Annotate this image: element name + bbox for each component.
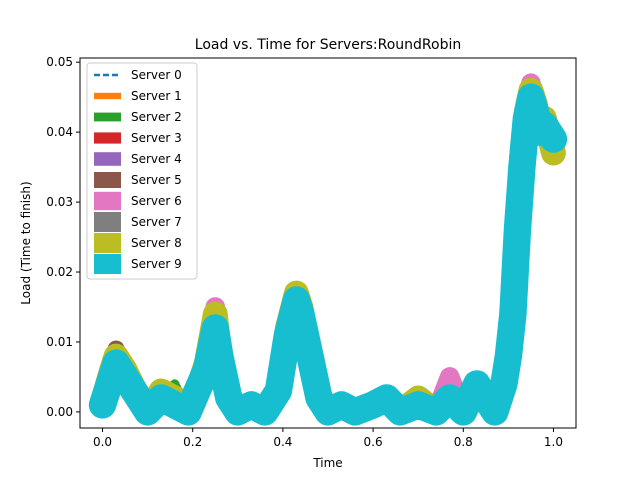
legend-label: Server 3 — [131, 131, 182, 145]
y-tick-label: 0.05 — [46, 55, 73, 69]
legend-label: Server 0 — [131, 68, 182, 82]
y-axis: 0.00 0.01 0.02 0.03 0.04 0.05 — [46, 55, 80, 419]
x-tick-label: 0.2 — [183, 435, 202, 449]
legend-swatch — [94, 212, 121, 232]
y-tick-label: 0.00 — [46, 405, 73, 419]
y-tick-label: 0.01 — [46, 335, 73, 349]
x-tick-label: 0.0 — [93, 435, 112, 449]
x-tick-label: 1.0 — [544, 435, 563, 449]
series-line-9 — [88, 83, 568, 426]
chart-title: Load vs. Time for Servers:RoundRobin — [195, 37, 461, 53]
legend-label: Server 8 — [131, 236, 182, 250]
legend: Server 0 Server 1 Server 2 Server 3 Server 4… — [86, 62, 198, 280]
legend-swatch — [94, 132, 121, 144]
legend-label: Server 1 — [131, 89, 182, 103]
x-tick-label: 0.8 — [454, 435, 473, 449]
legend-swatch — [94, 112, 121, 122]
plot-area — [88, 73, 568, 426]
legend-swatch — [94, 191, 121, 211]
legend-swatch — [94, 233, 121, 253]
legend-swatch — [94, 152, 121, 166]
y-axis-label: Load (Time to finish) — [19, 181, 33, 304]
plot-frame — [79, 57, 577, 429]
y-tick-label: 0.03 — [46, 195, 73, 209]
y-tick-label: 0.04 — [46, 125, 73, 139]
legend-label: Server 6 — [131, 194, 182, 208]
x-tick-label: 0.4 — [273, 435, 292, 449]
x-tick-label: 0.6 — [364, 435, 383, 449]
legend-swatch — [94, 254, 121, 274]
legend-label: Server 9 — [131, 257, 182, 271]
legend-swatch — [94, 92, 121, 100]
x-axis-label: Time — [312, 456, 342, 470]
legend-label: Server 5 — [131, 173, 182, 187]
legend-label: Server 4 — [131, 152, 182, 166]
legend-swatch — [94, 172, 121, 188]
legend-label: Server 2 — [131, 110, 182, 124]
legend-label: Server 7 — [131, 215, 182, 229]
x-axis: 0.0 0.2 0.4 0.6 0.8 1.0 — [93, 428, 563, 449]
series-layer — [88, 73, 568, 426]
y-tick-label: 0.02 — [46, 265, 73, 279]
